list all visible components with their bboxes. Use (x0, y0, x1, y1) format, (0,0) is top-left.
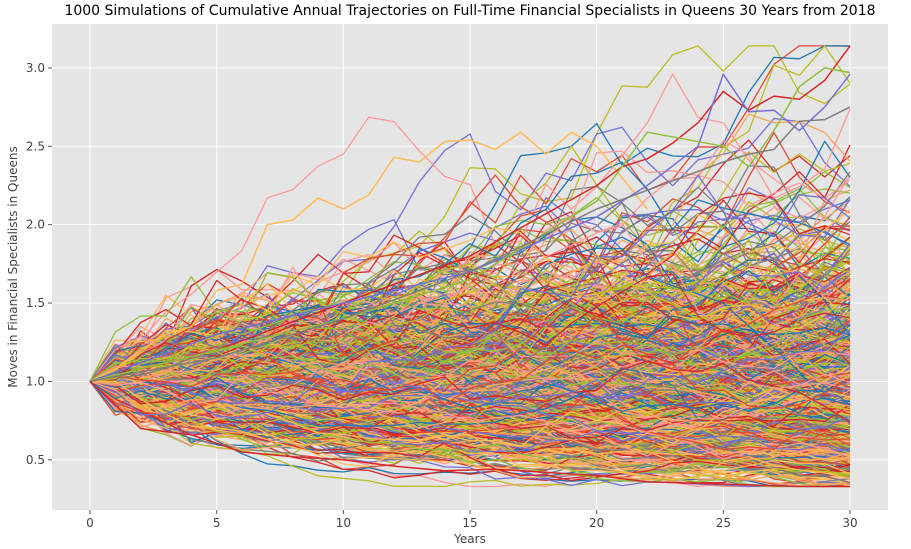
chart-title: 1000 Simulations of Cumulative Annual Tr… (64, 3, 875, 19)
x-axis-label: Years (453, 532, 486, 546)
simulation-line (89, 307, 851, 382)
y-tick-label: 3.0 (26, 61, 45, 75)
x-tick-label: 5 (213, 516, 221, 530)
simulation-line (89, 373, 851, 434)
simulation-line (89, 380, 851, 458)
x-tick-label: 25 (716, 516, 731, 530)
simulation-line (89, 192, 851, 382)
simulation-line (89, 227, 851, 382)
simulation-line (89, 324, 851, 383)
y-tick-label: 1.0 (26, 374, 45, 388)
x-axis-ticks: 0 5 10 15 20 25 30 (86, 510, 858, 530)
simulation-line (89, 344, 851, 410)
x-tick-label: 30 (842, 516, 857, 530)
x-tick-label: 0 (86, 516, 94, 530)
simulation-line (89, 161, 851, 382)
simulation-line (89, 73, 851, 382)
simulation-line (89, 375, 851, 453)
y-axis-label: Moves in Financial Specialists in Queens (6, 146, 20, 387)
simulation-line (89, 329, 851, 419)
simulation-line (89, 337, 851, 403)
x-tick-label: 15 (462, 516, 477, 530)
simulation-line (89, 380, 851, 479)
simulation-line (89, 380, 851, 468)
simulation-line (89, 267, 851, 383)
x-tick-label: 20 (589, 516, 604, 530)
x-tick-label: 10 (336, 516, 351, 530)
simulation-line (89, 377, 851, 413)
simulation-line-highlight (89, 380, 850, 488)
simulation-line (89, 359, 851, 405)
simulation-line-highlight (89, 131, 648, 383)
y-axis-ticks: 0.5 1.0 1.5 2.0 2.5 3.0 (26, 61, 52, 467)
y-tick-label: 1.5 (26, 296, 45, 310)
y-tick-label: 2.5 (26, 139, 45, 153)
simulation-line (89, 108, 851, 390)
simulation-line-highlight (89, 106, 851, 383)
simulation-line (89, 238, 851, 382)
simulation-line (89, 360, 851, 423)
simulation-line-highlight (89, 67, 851, 383)
simulation-line (89, 356, 850, 429)
simulation-line (89, 380, 851, 480)
y-tick-label: 2.0 (26, 218, 45, 232)
simulation-line (89, 278, 851, 383)
simulation-line (89, 174, 851, 406)
simulation-line (89, 171, 851, 382)
simulation-line (89, 334, 851, 449)
simulation-line (89, 327, 851, 393)
simulation-line (89, 342, 851, 407)
simulation-line (89, 380, 851, 456)
simulation-line (89, 261, 851, 396)
simulation-line-highlight (89, 45, 851, 383)
simulation-line (89, 247, 851, 406)
simulation-line (89, 282, 851, 389)
y-tick-label: 0.5 (26, 453, 45, 467)
simulation-line (89, 353, 851, 424)
simulation-line (89, 298, 851, 451)
simulation-line (89, 150, 851, 383)
series-group (89, 45, 851, 488)
simulation-line (90, 45, 850, 383)
simulation-line (89, 380, 850, 488)
simulation-line (89, 371, 851, 444)
simulation-line (89, 301, 851, 389)
simulation-line-highlight (89, 73, 851, 383)
simulation-line (89, 373, 851, 448)
